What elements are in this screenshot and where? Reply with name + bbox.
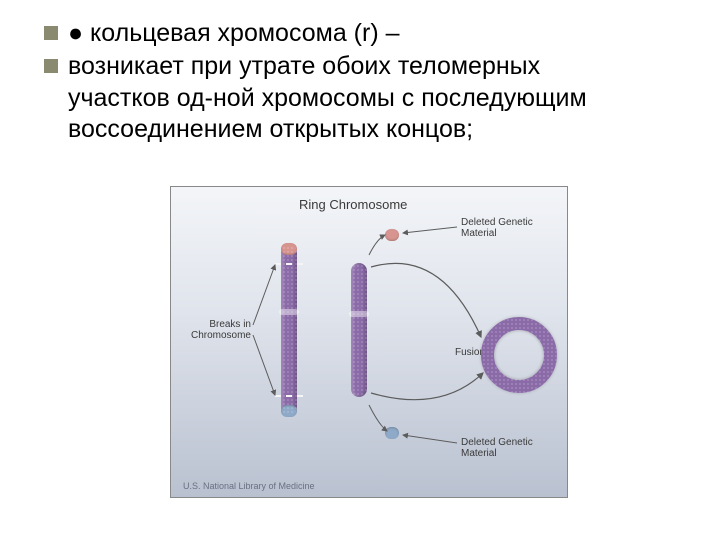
figure-title: Ring Chromosome	[299, 197, 407, 212]
fragment-bottom	[385, 427, 399, 439]
break-line-icon	[275, 395, 303, 397]
bullet-square-icon	[44, 26, 58, 40]
ring-chromosome-icon	[481, 317, 557, 393]
telomere-bottom-icon	[281, 405, 297, 417]
break-line-icon	[275, 263, 303, 265]
bullet-2: возникает при утрате обоих теломерных	[44, 51, 690, 82]
chromosome-full	[281, 245, 297, 415]
fragment-top	[385, 229, 399, 241]
centromere-icon	[279, 309, 299, 315]
label-breaks: Breaks inChromosome	[189, 319, 251, 341]
slide: ● кольцевая хромосома (r) – возникает пр…	[0, 0, 720, 540]
bullet-1-text: ● кольцевая хромосома (r) –	[68, 18, 400, 49]
bullet-2-line2: участков од-ной хромосомы с последующим	[68, 83, 690, 114]
ring-chromosome-figure: Ring Chromosome Deleted GeneticMaterial …	[170, 186, 568, 498]
label-deleted-top: Deleted GeneticMaterial	[461, 217, 533, 239]
bullet-2-line3: воссоединением открытых концов;	[68, 114, 690, 145]
bullet-square-icon	[44, 59, 58, 73]
figure-credit: U.S. National Library of Medicine	[183, 481, 315, 491]
bullet-1: ● кольцевая хромосома (r) –	[44, 18, 690, 49]
bullet-2-line1: возникает при утрате обоих теломерных	[68, 51, 540, 82]
centromere-icon	[349, 311, 369, 317]
telomere-top-icon	[281, 243, 297, 255]
chromosome-broken	[351, 263, 367, 397]
label-deleted-bot: Deleted GeneticMaterial	[461, 437, 533, 459]
